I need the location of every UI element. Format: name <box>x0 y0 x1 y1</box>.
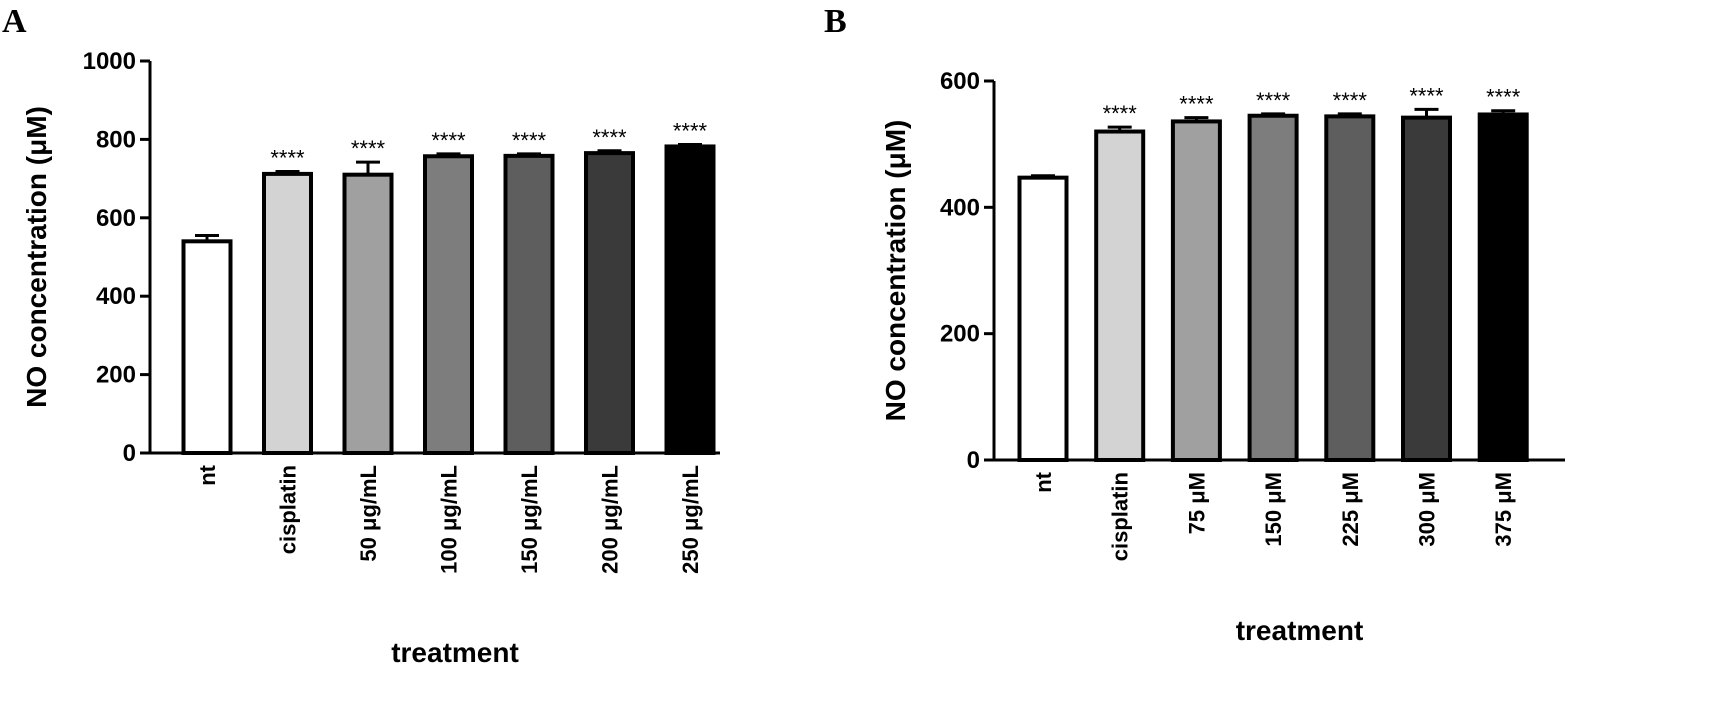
panel-a-y-tick-label: 600 <box>96 205 136 232</box>
panel-a-y-axis-title: NO concentration (μM) <box>21 106 52 408</box>
panel-b-category-label: 375 μM <box>1491 472 1516 547</box>
panel-a-label: A <box>2 3 27 40</box>
panel-a-significance-label: **** <box>512 128 547 153</box>
panel-b-category-label: 150 μM <box>1261 472 1286 547</box>
panel-a-significance-label: **** <box>351 136 386 161</box>
panel-a-category-label: 200 μg/mL <box>598 465 623 574</box>
panel-a-y-tick-label: 400 <box>96 283 136 310</box>
panel-b-y-tick-label: 400 <box>940 194 980 221</box>
panel-b-category-label: 225 μM <box>1338 472 1363 547</box>
panel-b-y-tick-label: 200 <box>940 321 980 348</box>
panel-b-bar <box>1401 115 1452 463</box>
panel-a-category-label: 100 μg/mL <box>437 465 462 574</box>
panel-a-y-tick-label: 800 <box>96 126 136 153</box>
panel-a-category-label: 50 μg/mL <box>356 465 381 562</box>
panel-a-significance-label: **** <box>592 125 627 150</box>
panel-b-significance-label: **** <box>1179 92 1214 117</box>
panel-a-significance-label: **** <box>431 128 466 153</box>
panel-b-significance-label: **** <box>1333 88 1368 113</box>
panel-a-chart: A 0 200 400 600 800 1000 NO concentration (μM)… <box>2 3 720 668</box>
panel-b-category-label: cisplatin <box>1108 472 1133 561</box>
panel-a-y-tick-label: 200 <box>96 362 136 389</box>
panel-b-significance-label: **** <box>1103 101 1138 126</box>
panel-a-x-axis-title: treatment <box>391 637 519 668</box>
panel-a-y-tick-label: 1000 <box>83 48 136 75</box>
panel-a-bar <box>503 153 555 455</box>
panel-b-bar <box>1170 119 1222 462</box>
panel-a-bar <box>342 172 394 455</box>
panel-b-category-label: 75 μM <box>1184 472 1209 534</box>
panel-b-y-axis-title: NO concentration (μM) <box>880 120 911 422</box>
panel-b-x-axis-title: treatment <box>1236 615 1364 646</box>
panel-b-bar <box>1324 114 1376 463</box>
panel-a-bar <box>584 151 635 455</box>
panel-b-significance-label: **** <box>1256 88 1291 113</box>
panel-a-significance-label: **** <box>270 146 305 171</box>
panel-a-bar <box>262 171 313 455</box>
panel-b-bar <box>1247 113 1299 462</box>
panel-b-y-tick-label: 0 <box>967 447 980 474</box>
panel-b-category-label: nt <box>1031 471 1056 492</box>
panel-a-significance-label: **** <box>673 118 708 143</box>
panel-b-y-tick-label: 600 <box>940 68 980 95</box>
panel-a-category-label: 150 μg/mL <box>517 465 542 574</box>
panel-b-category-label: 300 μM <box>1415 472 1440 547</box>
panel-a-bar <box>181 239 233 455</box>
panel-b-label: B <box>824 3 847 40</box>
panel-a-y-tick-label: 0 <box>123 440 136 467</box>
panel-a-bar <box>664 144 716 455</box>
panel-b-bar <box>1094 129 1146 463</box>
panel-a-category-label: cisplatin <box>276 465 301 554</box>
panel-b-chart: B 0 200 400 600 NO concentration (μM) nt **** c… <box>824 3 1565 646</box>
panel-b-bar <box>1017 175 1069 463</box>
panel-a-category-label: nt <box>195 464 220 485</box>
panel-a-category-label: 250 μg/mL <box>678 465 703 574</box>
panel-a-bar <box>423 154 474 455</box>
panel-b-bar <box>1477 112 1529 462</box>
panel-b-significance-label: **** <box>1409 83 1444 108</box>
panel-b-significance-label: **** <box>1486 85 1521 110</box>
